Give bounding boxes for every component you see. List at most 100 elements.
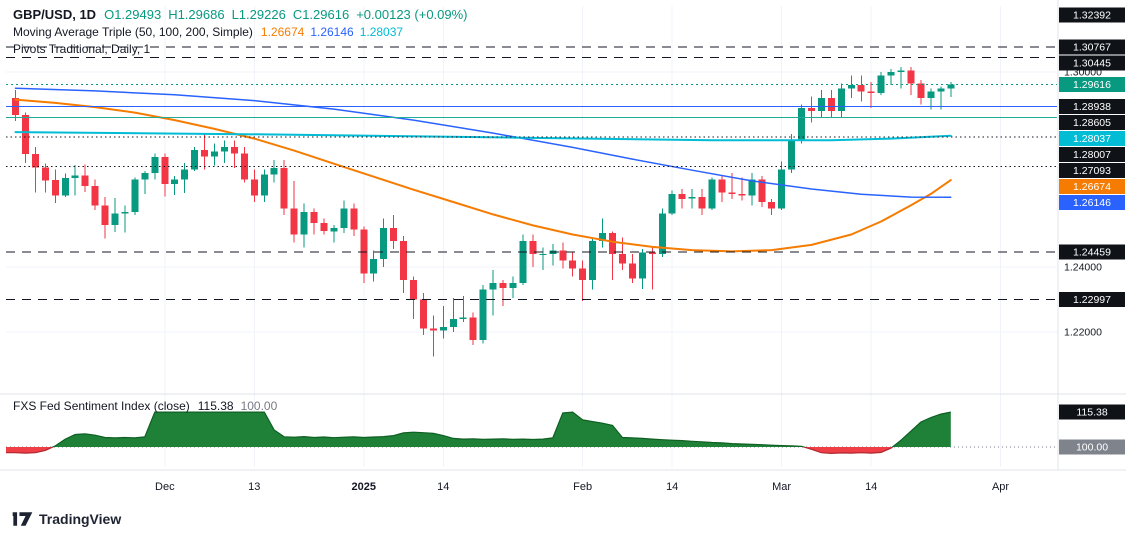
price-axis-badge — [1059, 292, 1125, 308]
candle-body-up — [131, 179, 139, 212]
candle-body-up — [141, 172, 149, 180]
legend: GBP/USD, 1D O1.29493 H1.29686 L1.29226 C1.29… — [13, 7, 475, 59]
price-axis-badge — [1059, 244, 1125, 260]
candle-body-down — [917, 83, 925, 98]
candle-body-down — [429, 328, 437, 331]
sentiment-axis-badge — [1059, 404, 1125, 420]
tradingview-logo[interactable]: TradingView — [12, 511, 121, 527]
candle-body-down — [310, 211, 318, 224]
candle-body-up — [668, 193, 676, 214]
time-axis-label: 14 — [437, 481, 449, 493]
symbol-title: GBP/USD, 1D — [13, 7, 97, 22]
legend-row-symbol[interactable]: GBP/USD, 1D O1.29493 H1.29686 L1.29226 C1.29… — [13, 7, 475, 22]
legend-close-value: C1.29616 — [292, 7, 350, 22]
candle-body-down — [718, 179, 726, 193]
candle-body-up — [837, 88, 845, 111]
legend-low-value: L1.29226 — [231, 7, 286, 22]
candle-body-up — [817, 98, 825, 111]
candle-body-up — [449, 319, 457, 328]
candle-body-up — [708, 179, 716, 209]
time-axis-label: Dec — [155, 481, 175, 493]
price-axis-badge — [1059, 39, 1125, 55]
price-axis-badge — [1059, 77, 1125, 92]
candle-body-down — [559, 250, 567, 261]
time-axis-label: 13 — [248, 481, 260, 493]
candle-body-down — [400, 241, 407, 280]
candle-body-up — [270, 167, 278, 175]
sentiment-axis-badge-label: 100.00 — [1076, 442, 1108, 454]
price-axis-badge-label: 1.22997 — [1073, 294, 1111, 306]
time-axis-label: Feb — [573, 481, 592, 493]
sentiment-baseline-value: 100.00 — [240, 399, 278, 413]
candle-body-up — [847, 85, 855, 89]
time-axis-label: 2025 — [352, 481, 376, 493]
candle-body-up — [61, 177, 69, 196]
price-axis[interactable]: 1.32392 1.30767 1.30445 1.29616 1.28938 1.286… — [1059, 7, 1125, 455]
candle-body-up — [778, 169, 786, 209]
candle-body-up — [897, 70, 905, 72]
candle-body-down — [827, 98, 835, 111]
price-axis-badge — [1059, 131, 1125, 146]
price-axis-badge-label: 1.30445 — [1073, 58, 1111, 70]
price-axis-badge — [1059, 163, 1125, 178]
candle-body-down — [579, 268, 587, 280]
tradingview-logo-text: TradingView — [39, 511, 122, 527]
candle-body-up — [489, 283, 497, 290]
price-axis-badge — [1059, 195, 1125, 210]
candle-body-up — [171, 179, 179, 185]
candle-body-up — [181, 169, 189, 180]
price-axis-badge-label: 1.28938 — [1073, 101, 1111, 113]
sma-200-line[interactable] — [14, 131, 952, 142]
candle-body-down — [240, 153, 248, 180]
sentiment-legend-row[interactable]: FXS Fed Sentiment Index (close) 115.38 100… — [13, 399, 277, 413]
candle-body-up — [191, 150, 199, 170]
price-axis-badge — [1059, 179, 1125, 194]
price-axis-badge-label: 1.26146 — [1073, 197, 1111, 209]
price-axis-badge — [1059, 147, 1125, 162]
time-axis[interactable]: Dec 13 2025 14 Feb 14 Mar 14 Apr — [155, 481, 1009, 493]
candle-body-up — [111, 213, 119, 225]
sma-50-line[interactable] — [14, 98, 952, 253]
price-axis-tick: 1.22000 — [1064, 327, 1102, 339]
candle-body-up — [748, 179, 756, 196]
candle-body-down — [390, 228, 398, 241]
candle-body-down — [728, 192, 736, 194]
candle-body-up — [121, 211, 129, 214]
candle-body-down — [648, 252, 656, 254]
price-axis-badge — [1059, 115, 1125, 130]
candle-body-up — [220, 146, 228, 152]
price-axis-badge — [1059, 55, 1125, 71]
ma-indicator-title: Moving Average Triple (50, 100, 200, Sim… — [13, 25, 253, 39]
legend-open-value: O1.29493 — [104, 7, 162, 22]
price-axis-badge-label: 1.28037 — [1073, 133, 1111, 145]
sma-100-line[interactable] — [14, 87, 952, 199]
ma100-value: 1.26146 — [310, 25, 354, 39]
candle-body-down — [907, 70, 915, 84]
candle-body-down — [21, 115, 29, 155]
price-axis-badge — [1059, 99, 1125, 114]
price-axis-badge-label: 1.28605 — [1073, 117, 1111, 129]
time-axis-label: 14 — [865, 481, 877, 493]
candle-body-up — [937, 88, 945, 92]
candle-body-up — [589, 241, 597, 280]
candle-body-down — [290, 208, 298, 235]
legend-row-moving-average[interactable]: Moving Average Triple (50, 100, 200, Sim… — [13, 25, 475, 39]
candle-body-down — [768, 202, 776, 209]
candle-body-down — [51, 180, 59, 196]
candle-body-up — [330, 228, 338, 232]
candle-body-up — [947, 84, 955, 89]
time-axis-label: 14 — [666, 481, 678, 493]
price-axis-badge-label: 1.27093 — [1073, 165, 1111, 177]
candle-body-up — [658, 213, 666, 254]
legend-row-pivots[interactable]: Pivots Traditional, Daily, 1 — [13, 42, 475, 56]
candle-body-down — [808, 107, 815, 111]
sentiment-pane[interactable] — [6, 411, 1057, 455]
price-axis-badge-label: 1.32392 — [1073, 10, 1111, 22]
candle-body-down — [320, 223, 328, 232]
candle-body-down — [31, 154, 39, 168]
candle-body-up — [439, 327, 447, 331]
price-axis-badge-label: 1.28007 — [1073, 149, 1111, 161]
candle-body-down — [758, 179, 766, 202]
time-axis-label: Apr — [992, 481, 1009, 493]
